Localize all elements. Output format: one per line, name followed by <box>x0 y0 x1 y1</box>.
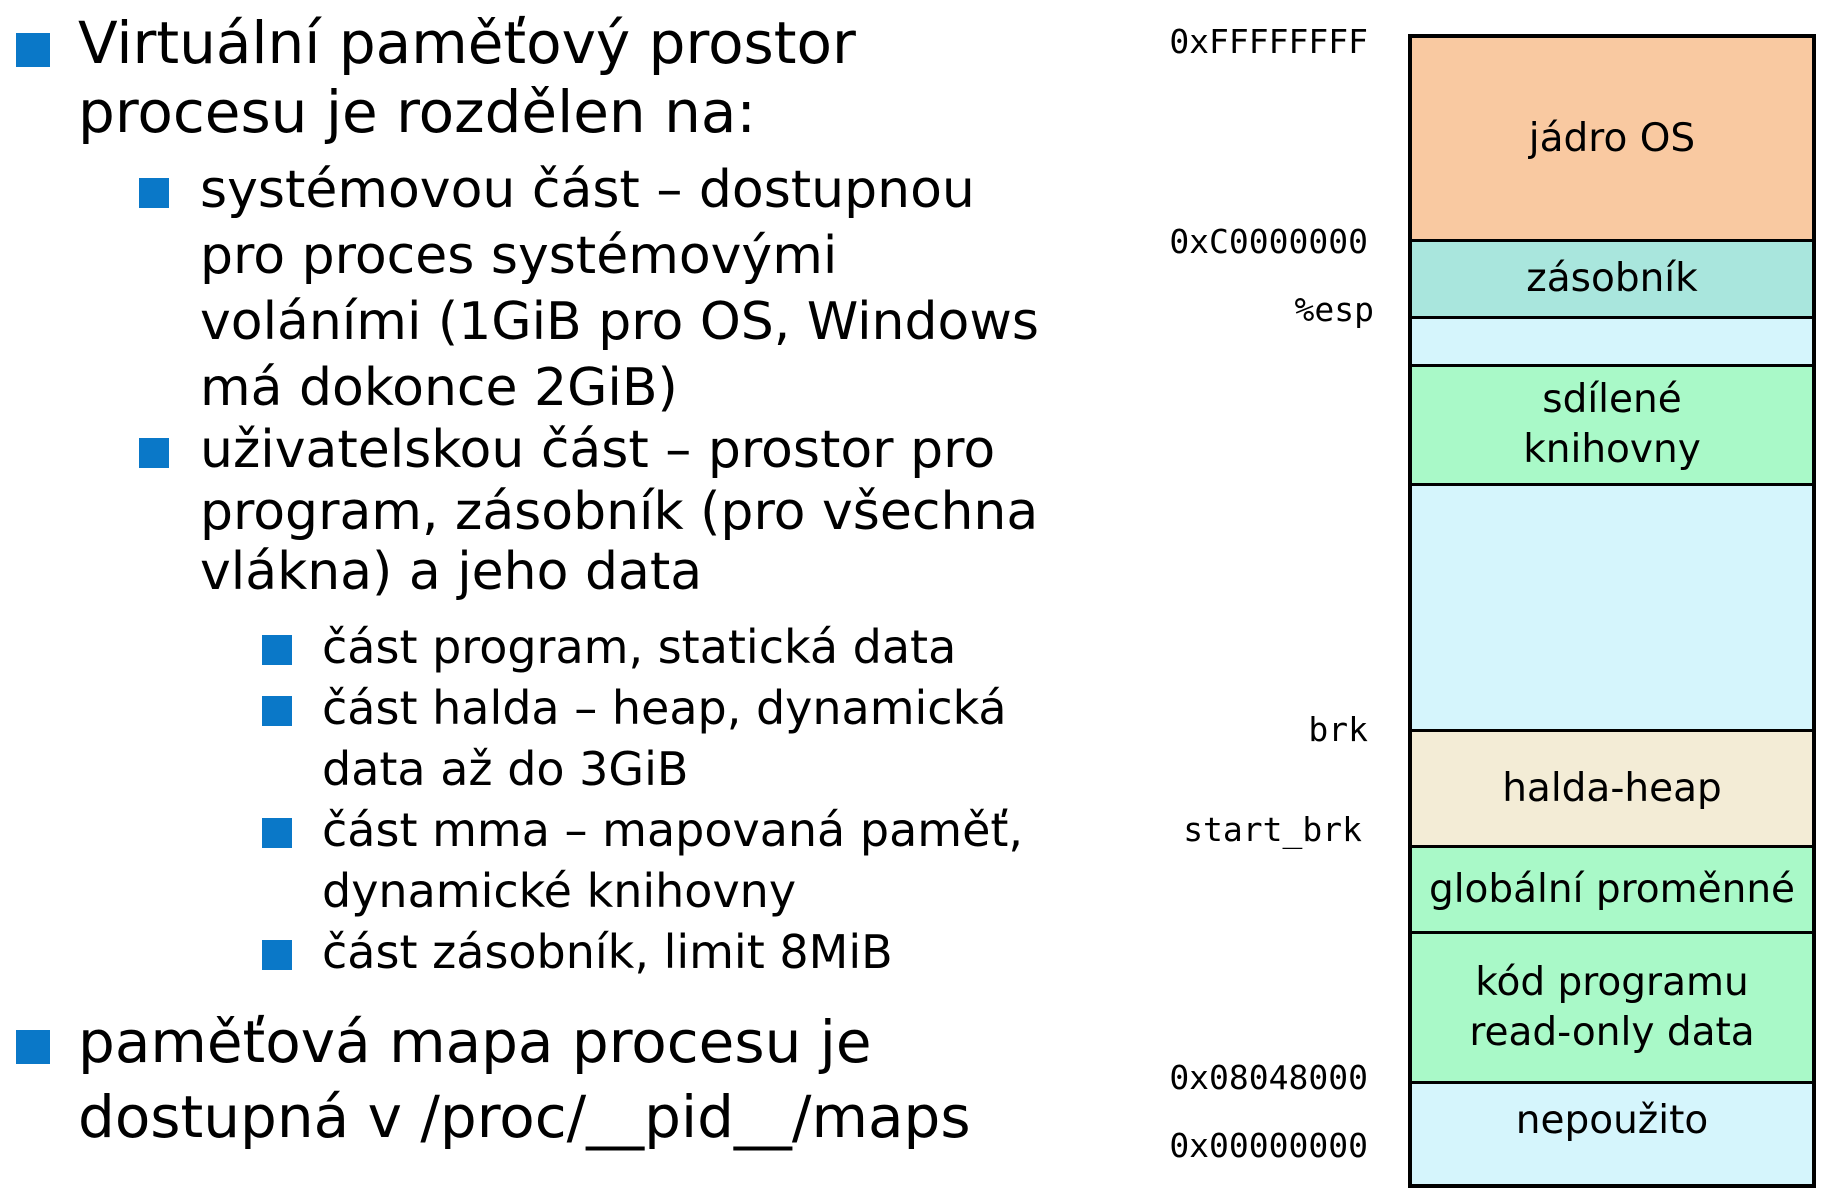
segment-label: nepoužito <box>1515 1098 1709 1143</box>
bullet-text: voláními (1GiB pro OS, Windows <box>200 292 1039 352</box>
segment-unused: nepoužito <box>1412 1084 1812 1184</box>
bullet-text: má dokonce 2GiB) <box>200 358 678 418</box>
bullet-text: data až do 3GiB <box>322 742 689 796</box>
bullet-square-icon <box>139 438 169 468</box>
bullet-text: systémovou část – dostupnou <box>200 160 975 220</box>
segment-stack-free <box>1412 319 1812 367</box>
start-brk-label: start_brk <box>1183 810 1362 849</box>
brk-label: brk <box>1308 710 1368 749</box>
bullet-text: část zásobník, limit 8MiB <box>322 925 893 979</box>
esp-label: %esp <box>1294 290 1374 329</box>
bullet-text: paměťová mapa procesu je <box>78 1008 872 1076</box>
address-kernel-start: 0xC0000000 <box>1169 222 1368 261</box>
bullet-text: část mma – mapovaná paměť, <box>322 803 1024 857</box>
bullet-text: program, zásobník (pro všechna <box>200 482 1039 542</box>
bullet-text: pro proces systémovými <box>200 226 838 286</box>
segment-shared-libs: sdílené knihovny <box>1412 367 1812 486</box>
bullet-text: část program, statická data <box>322 620 957 674</box>
segment-kernel: jádro OS <box>1412 38 1812 242</box>
bullet-text: Virtuální paměťový prostor <box>78 9 856 77</box>
memory-map: jádro OS zásobník sdílené knihovny halda… <box>1408 34 1816 1188</box>
segment-code: kód programu read-only data <box>1412 934 1812 1084</box>
segment-label: kód programu read-only data <box>1469 959 1755 1055</box>
address-zero: 0x00000000 <box>1169 1126 1368 1165</box>
bullet-text: část halda – heap, dynamická <box>322 681 1007 735</box>
bullet-text: dostupná v /proc/__pid__/maps <box>78 1083 971 1151</box>
bullet-text: procesu je rozdělen na: <box>78 78 756 146</box>
segment-label: jádro OS <box>1528 115 1696 161</box>
bullet-square-icon <box>16 1030 50 1064</box>
bullet-square-icon <box>262 940 292 970</box>
segment-label: globální proměnné <box>1428 866 1796 912</box>
segment-label: halda-heap <box>1502 765 1722 811</box>
segment-label: sdílené knihovny <box>1523 377 1701 472</box>
bullet-square-icon <box>139 178 169 208</box>
bullet-square-icon <box>16 33 50 67</box>
bullet-square-icon <box>262 818 292 848</box>
bullet-text: vlákna) a jeho data <box>200 542 703 602</box>
bullet-square-icon <box>262 696 292 726</box>
bullet-text: dynamické knihovny <box>322 864 797 918</box>
segment-globals: globální proměnné <box>1412 848 1812 934</box>
segment-free <box>1412 486 1812 732</box>
bullet-square-icon <box>262 635 292 665</box>
segment-label: zásobník <box>1526 256 1698 301</box>
address-text-start: 0x08048000 <box>1169 1058 1368 1097</box>
bullet-text: uživatelskou část – prostor pro <box>200 420 996 480</box>
address-top: 0xFFFFFFFF <box>1169 22 1368 61</box>
segment-stack: zásobník <box>1412 242 1812 319</box>
segment-heap: halda-heap <box>1412 732 1812 848</box>
